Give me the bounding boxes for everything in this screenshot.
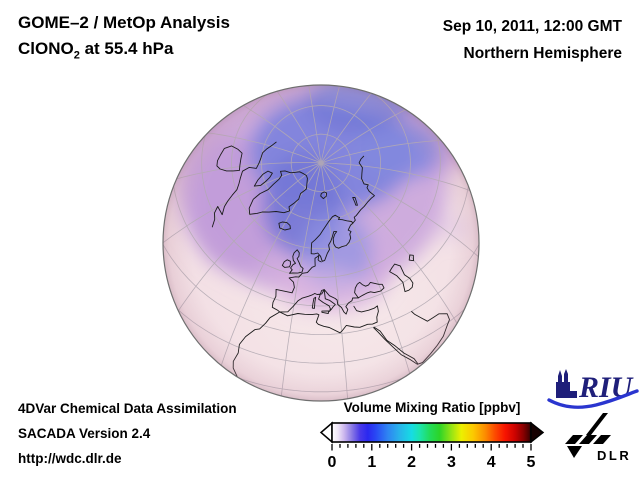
level-text: at 55.4 hPa bbox=[79, 39, 174, 58]
colorbar-tick-label: 0 bbox=[328, 454, 337, 471]
dlr-arrow-icon bbox=[565, 413, 611, 458]
colorbar-tick-label: 3 bbox=[447, 454, 456, 471]
dlr-logo: DLR bbox=[565, 413, 631, 463]
colorbar-tick-label: 1 bbox=[367, 454, 376, 471]
colorbar-overflow-arrow bbox=[530, 421, 545, 444]
plot-region: Northern Hemisphere bbox=[463, 45, 622, 62]
dlr-wordmark: DLR bbox=[597, 448, 631, 463]
species-text: ClONO bbox=[18, 39, 74, 58]
colorbar-tick-label: 2 bbox=[407, 454, 416, 471]
cathedral-icon bbox=[556, 369, 577, 398]
colorbar-tick-labels: 0 1 2 3 4 5 bbox=[328, 454, 536, 471]
riu-swoosh-icon bbox=[547, 389, 639, 409]
credit-line-assimilation: 4DVar Chemical Data Assimilation bbox=[18, 401, 237, 416]
plot-datetime: Sep 10, 2011, 12:00 GMT bbox=[442, 18, 622, 35]
plot-subtitle: ClONO2 at 55.4 hPa bbox=[18, 36, 230, 68]
colorbar-ticks bbox=[331, 444, 532, 451]
colorbar-tick-label: 5 bbox=[527, 454, 536, 471]
footer-credits: 4DVar Chemical Data Assimilation SACADA … bbox=[18, 396, 237, 471]
colorbar-label: Volume Mixing Ratio [ppbv] bbox=[343, 400, 521, 415]
credit-line-url: http://wdc.dlr.de bbox=[18, 451, 122, 466]
limb-shading bbox=[163, 85, 479, 401]
colorbar-tick-label: 4 bbox=[487, 454, 496, 471]
header-left: GOME–2 / MetOp Analysis ClONO2 at 55.4 h… bbox=[18, 10, 230, 68]
plot-title: GOME–2 / MetOp Analysis bbox=[18, 10, 230, 36]
globe-rim bbox=[162, 84, 480, 402]
plot-title-text: GOME–2 / MetOp Analysis bbox=[18, 13, 230, 32]
colorbar-underflow-arrow bbox=[319, 421, 333, 444]
header-right: Sep 10, 2011, 12:00 GMT Northern Hemisph… bbox=[443, 13, 622, 67]
species-subscript: 2 bbox=[73, 49, 80, 62]
riu-wordmark: RIU bbox=[578, 371, 634, 404]
credit-line-version: SACADA Version 2.4 bbox=[18, 426, 151, 441]
colorbar: 0 1 2 3 4 5 bbox=[319, 421, 545, 471]
riu-logo: RIU bbox=[547, 369, 639, 409]
colorbar-gradient-bar bbox=[331, 422, 532, 443]
